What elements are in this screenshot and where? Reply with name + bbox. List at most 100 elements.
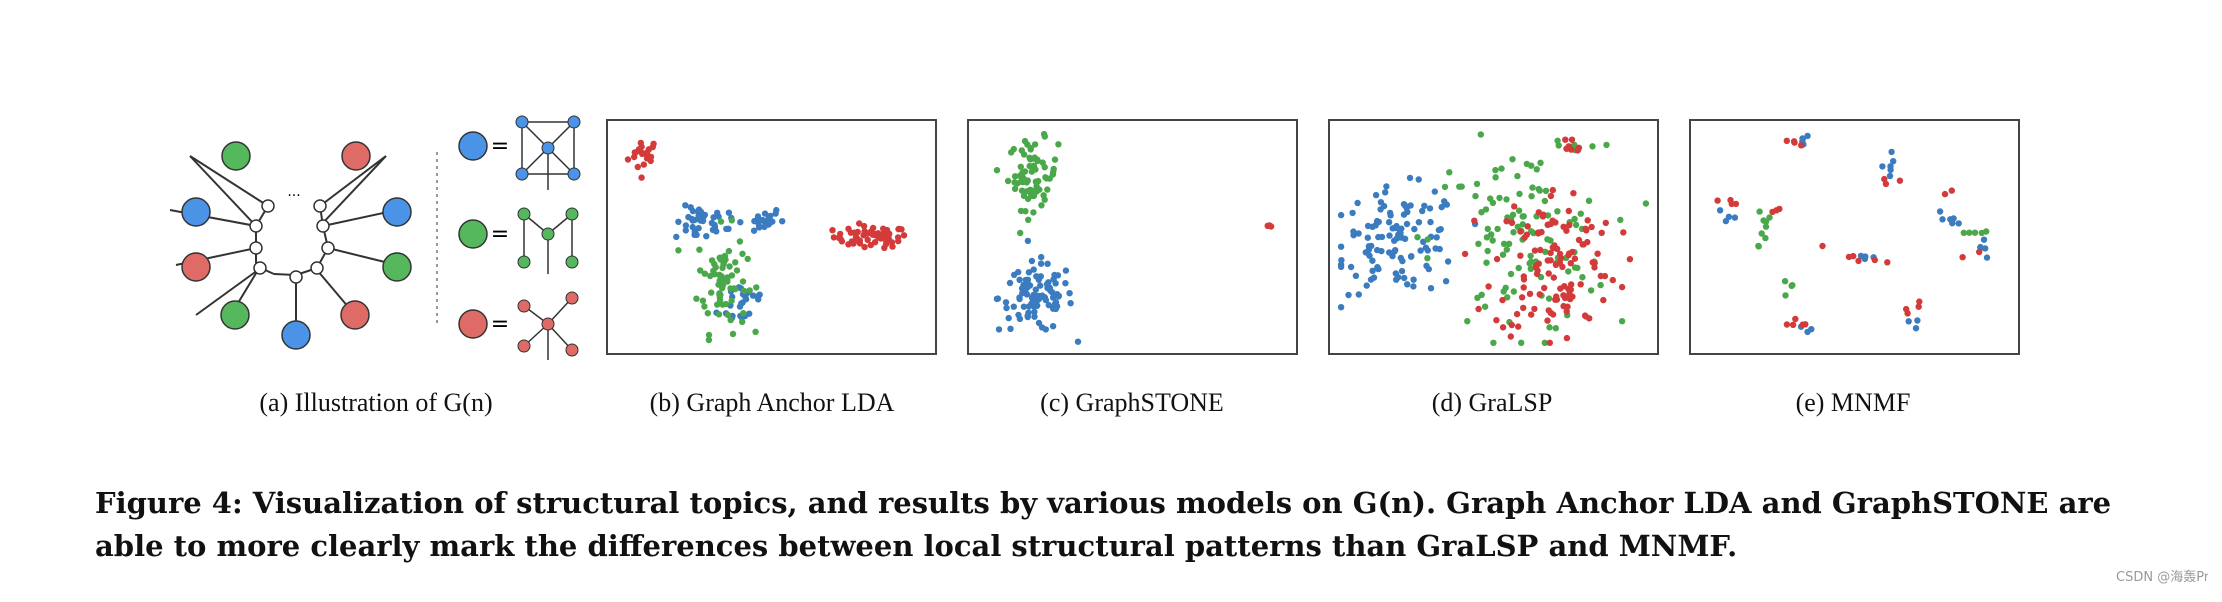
series-red (1264, 222, 1275, 230)
point-green (1027, 191, 1035, 198)
point-blue (742, 296, 750, 303)
point-green (1483, 234, 1491, 241)
graph-outer-nodes (181, 141, 412, 350)
point-red (1523, 231, 1530, 238)
point-green (1789, 282, 1796, 289)
point-red (1591, 264, 1598, 271)
point-blue (1377, 199, 1385, 206)
point-blue (1398, 267, 1406, 275)
point-red (1884, 259, 1891, 266)
point-green (1484, 225, 1491, 233)
point-blue (1396, 226, 1404, 234)
series-red (1461, 136, 1634, 346)
point-red (1564, 303, 1571, 310)
point-green (1555, 142, 1562, 149)
scatter-gralsp (1337, 131, 1650, 346)
point-red (1539, 213, 1547, 220)
point-green (1545, 295, 1553, 302)
series-green (993, 130, 1062, 237)
point-green (753, 284, 760, 291)
point-green (717, 218, 725, 225)
point-green (1050, 168, 1057, 176)
point-blue (1403, 220, 1411, 228)
point-red (1559, 263, 1566, 271)
point-green (1509, 156, 1516, 163)
point-green (724, 311, 732, 319)
point-green (1554, 208, 1561, 215)
point-green (740, 287, 748, 295)
point-red (1598, 229, 1605, 236)
point-blue (1401, 274, 1408, 282)
series-green (1755, 208, 1990, 299)
point-red (1557, 285, 1564, 292)
point-red (1567, 260, 1574, 267)
point-blue (1037, 282, 1044, 289)
point-red (1535, 209, 1542, 216)
point-blue (1377, 206, 1384, 213)
point-blue (1443, 201, 1450, 208)
point-green (726, 263, 733, 270)
point-red (1959, 254, 1966, 261)
point-blue (1352, 272, 1360, 279)
point-blue (761, 210, 769, 217)
point-blue (1024, 313, 1031, 321)
point-blue (1983, 254, 1991, 261)
point-red (1789, 321, 1797, 328)
point-red (1538, 228, 1545, 236)
point-blue (1028, 257, 1036, 265)
point-blue (689, 223, 696, 231)
point-green (1018, 187, 1026, 194)
point-blue (689, 217, 696, 224)
point-red (1620, 229, 1627, 236)
point-green (1514, 223, 1521, 230)
point-green (1464, 318, 1471, 325)
point-red (1871, 256, 1878, 264)
point-red (1541, 284, 1548, 292)
point-red (1597, 272, 1604, 280)
point-blue (1375, 233, 1382, 241)
point-red (1565, 207, 1572, 215)
point-green (1017, 207, 1025, 215)
point-blue (1020, 303, 1028, 310)
point-green (1500, 240, 1508, 247)
point-red (1602, 219, 1609, 227)
point-green (1483, 259, 1490, 266)
point-blue (1062, 280, 1069, 287)
point-red (867, 241, 874, 249)
point-blue (1397, 254, 1404, 262)
series-blue (1716, 132, 1991, 336)
point-green (1503, 246, 1510, 253)
caption-line-1: Figure 4: Visualization of structural to… (95, 486, 2112, 520)
point-red (1566, 295, 1574, 303)
point-blue (1424, 247, 1431, 254)
point-blue (1375, 265, 1382, 273)
point-red (1508, 321, 1515, 329)
point-blue (1067, 300, 1074, 307)
point-red (1881, 175, 1888, 183)
subcaption-d: (d) GraLSP (1431, 388, 1553, 417)
point-green (1472, 192, 1479, 200)
point-blue (1025, 269, 1033, 276)
point-green (728, 217, 735, 224)
point-blue (1049, 323, 1057, 330)
point-red (1532, 262, 1539, 270)
point-red (1584, 238, 1591, 246)
point-green (1011, 173, 1019, 180)
point-red (1520, 304, 1527, 312)
point-green (732, 285, 739, 293)
point-red (1773, 207, 1780, 214)
point-blue (1955, 220, 1962, 227)
point-blue (697, 208, 705, 216)
point-blue (1415, 219, 1423, 226)
point-blue (1400, 211, 1408, 218)
point-blue (673, 233, 680, 241)
point-red (1518, 294, 1526, 301)
point-green (696, 246, 703, 253)
point-blue (710, 214, 717, 221)
svg-text:=: = (491, 134, 509, 159)
point-green (1496, 194, 1503, 202)
point-green (1004, 177, 1012, 185)
point-blue (1030, 266, 1037, 273)
point-green (720, 260, 727, 267)
point-red (1850, 252, 1857, 260)
